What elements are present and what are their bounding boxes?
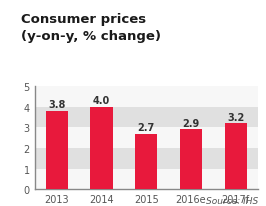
Bar	[35, 87, 258, 107]
Text: 2.7: 2.7	[138, 123, 155, 132]
Text: 3.8: 3.8	[48, 100, 66, 110]
Bar	[35, 128, 258, 148]
Bar	[35, 169, 258, 190]
Text: 3.2: 3.2	[227, 112, 244, 122]
Text: 4.0: 4.0	[93, 96, 110, 106]
Text: 2.9: 2.9	[182, 118, 200, 128]
Text: Consumer prices
(y-on-y, % change): Consumer prices (y-on-y, % change)	[21, 13, 161, 42]
Bar	[46, 111, 68, 190]
Bar	[90, 107, 113, 190]
Bar	[180, 130, 202, 190]
Bar	[35, 107, 258, 128]
Bar	[225, 124, 247, 190]
Text: Source: IHS: Source: IHS	[206, 196, 258, 205]
Bar	[135, 134, 157, 190]
Bar	[35, 148, 258, 169]
